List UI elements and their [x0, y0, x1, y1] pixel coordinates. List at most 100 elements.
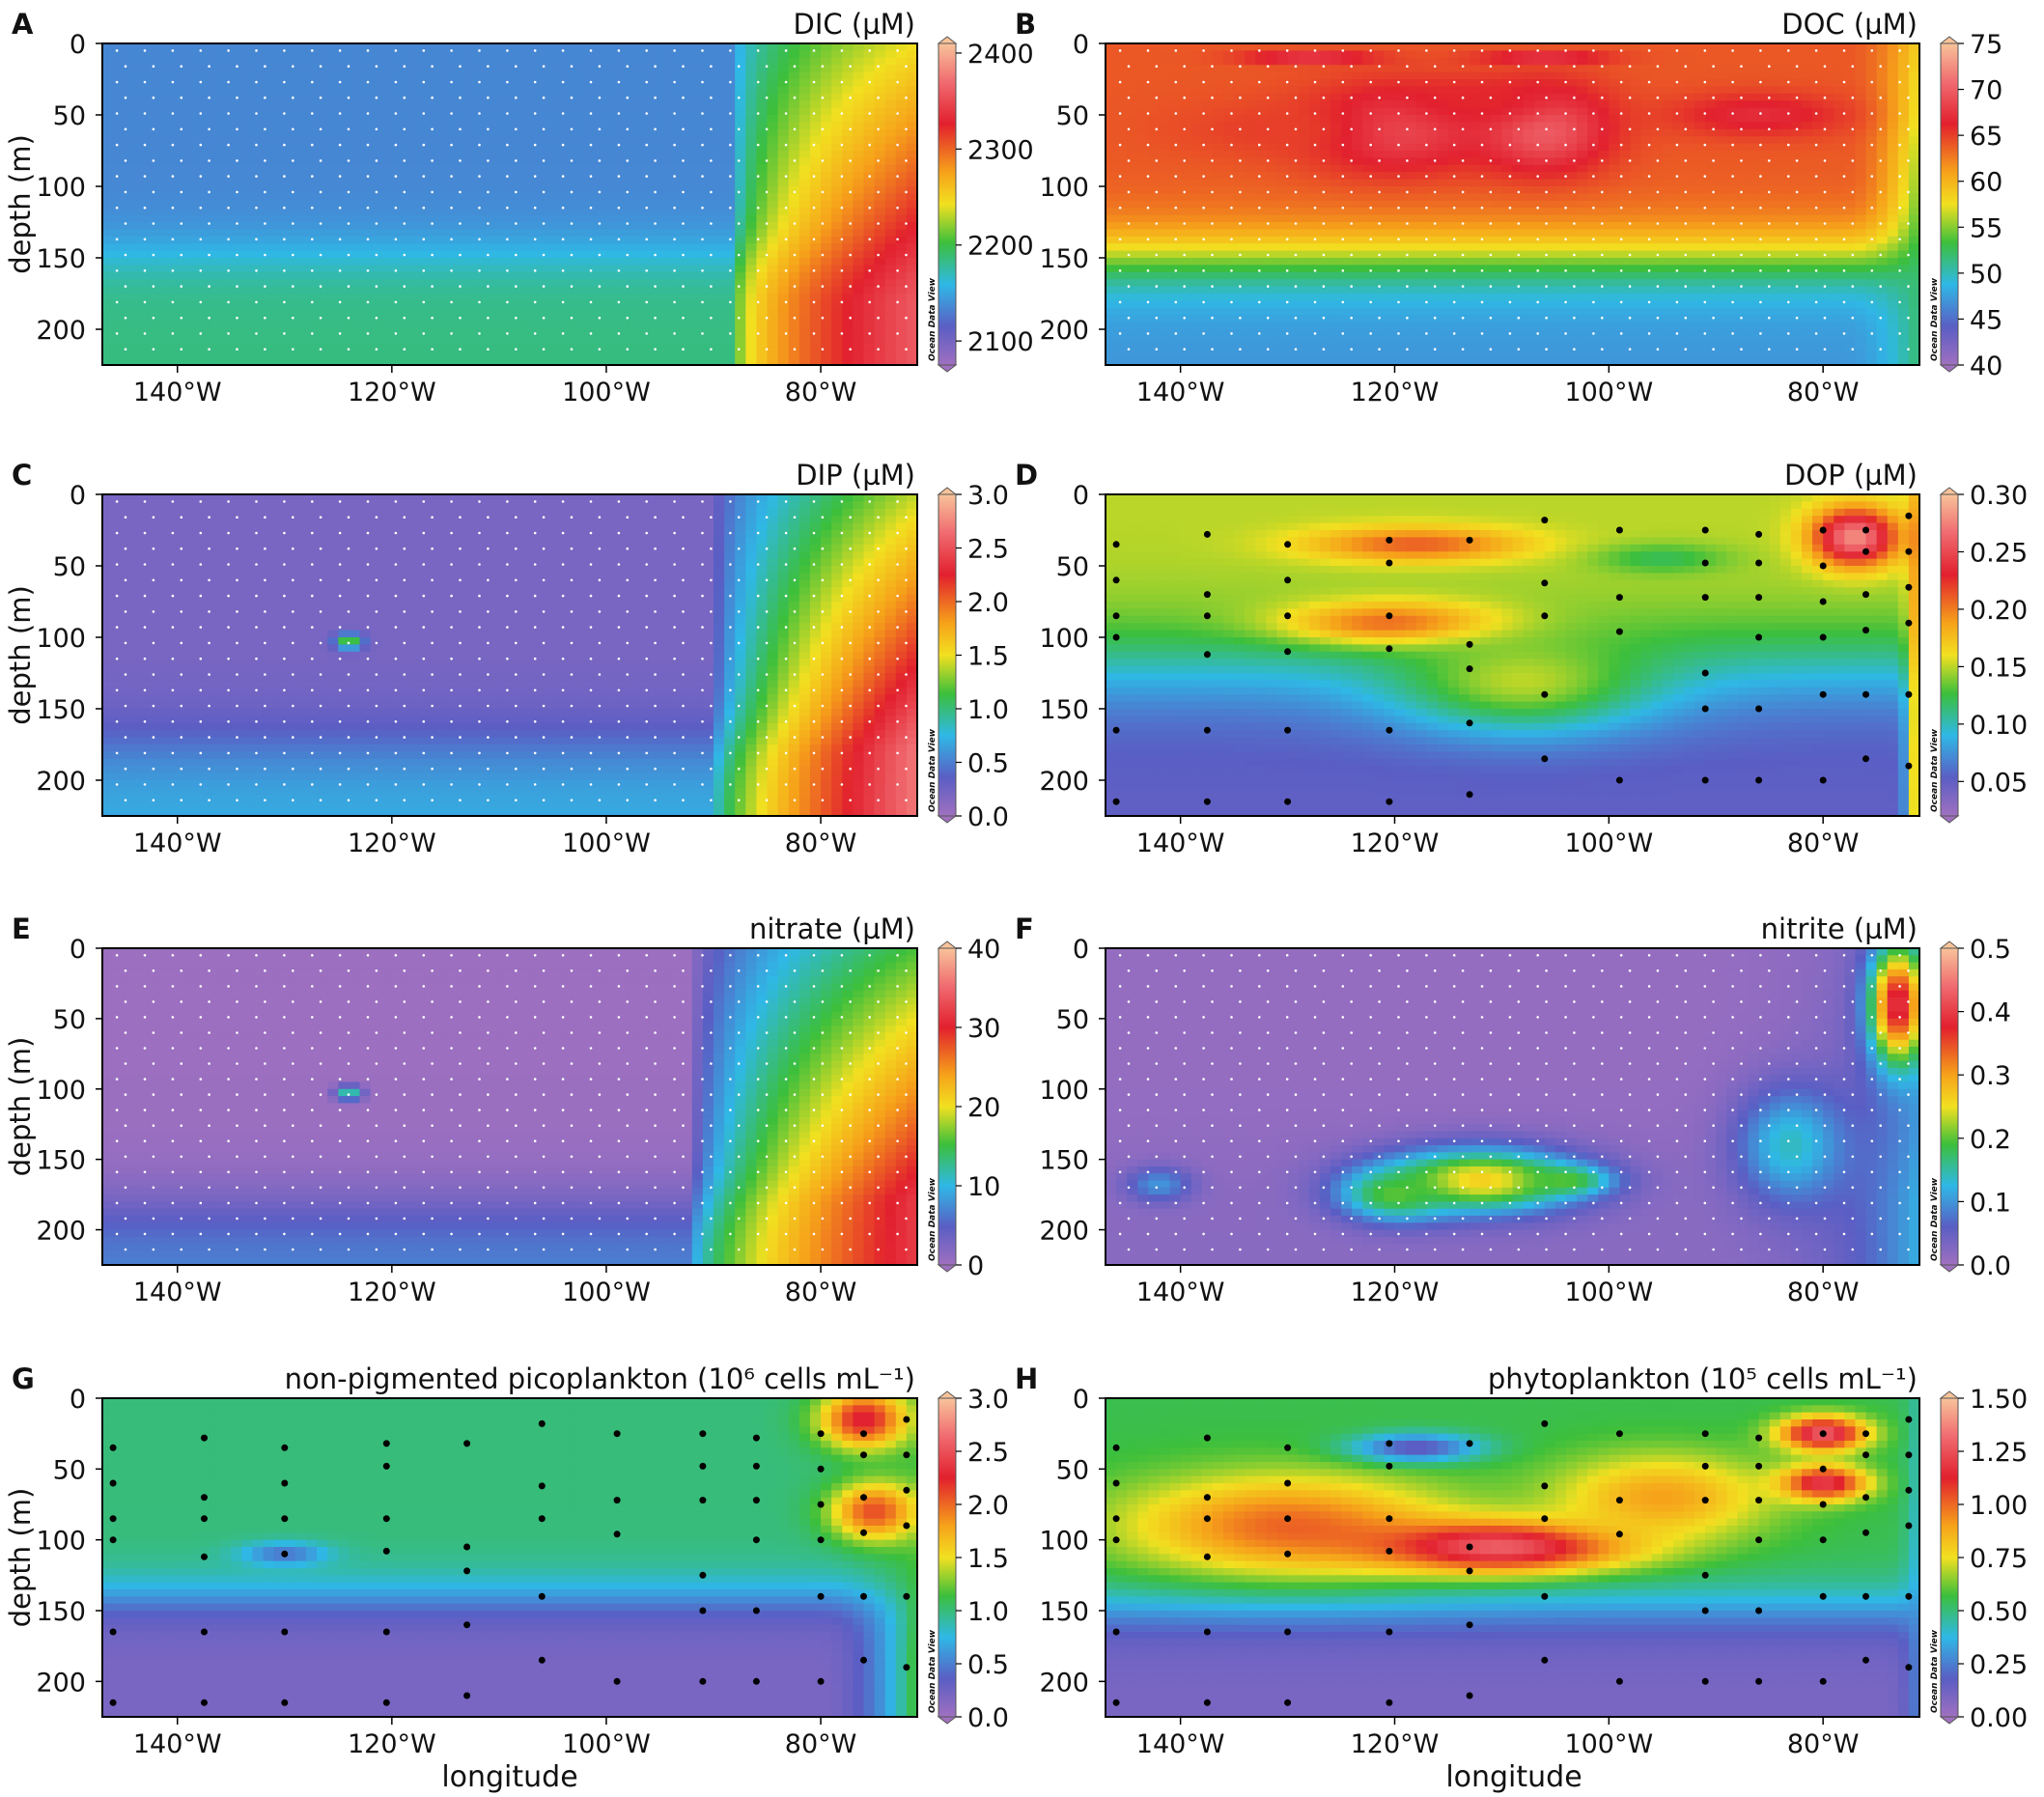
heatmap-cell	[477, 271, 490, 280]
heatmap-cell	[1276, 258, 1289, 266]
heatmap-cell	[1212, 128, 1224, 137]
heatmap-cell	[370, 265, 382, 273]
heatmap-cell	[756, 243, 769, 252]
heatmap-cell	[124, 43, 135, 51]
heatmap-cell	[391, 243, 404, 252]
heatmap-cell	[1137, 86, 1149, 95]
heatmap-cell	[124, 229, 135, 238]
heatmap-cell	[434, 151, 446, 158]
heatmap-cell	[1276, 100, 1289, 109]
heatmap-cell	[413, 93, 425, 101]
heatmap-cell	[263, 336, 275, 345]
heatmap-cell	[327, 57, 339, 66]
heatmap-cell	[1148, 128, 1161, 137]
heatmap-cell	[520, 172, 532, 181]
heatmap-cell	[220, 351, 232, 359]
heatmap-cell	[220, 222, 232, 230]
heatmap-cell	[552, 43, 565, 51]
heatmap-cell	[702, 65, 714, 73]
heatmap-cell	[821, 208, 832, 216]
heatmap-cell	[134, 86, 147, 95]
heatmap-cell	[370, 229, 382, 238]
heatmap-cell	[510, 307, 521, 316]
sample-point	[737, 316, 741, 320]
heatmap-cell	[714, 214, 725, 223]
heatmap-cell	[434, 315, 446, 323]
heatmap-cell	[863, 315, 876, 323]
sample-point	[561, 300, 565, 304]
heatmap-cell	[520, 229, 532, 238]
heatmap-cell	[809, 222, 822, 230]
heatmap-cell	[231, 243, 242, 252]
heatmap-cell	[380, 164, 393, 173]
heatmap-cell	[605, 128, 618, 137]
heatmap-cell	[1106, 229, 1117, 238]
heatmap-cell	[456, 115, 468, 123]
heatmap-cell	[884, 136, 897, 145]
heatmap-cell	[831, 343, 843, 351]
heatmap-cell	[391, 279, 404, 288]
heatmap-cell	[831, 186, 843, 194]
heatmap-cell	[659, 243, 672, 252]
heatmap-cell	[456, 214, 468, 223]
heatmap-cell	[1276, 179, 1289, 187]
heatmap-cell	[220, 336, 232, 345]
heatmap-cell	[1116, 164, 1128, 173]
sample-point	[478, 80, 481, 84]
sample-point	[199, 175, 203, 178]
heatmap-cell	[874, 307, 886, 316]
sample-point	[849, 159, 852, 162]
heatmap-cell	[220, 315, 232, 323]
heatmap-cell	[317, 271, 328, 280]
heatmap-cell	[166, 315, 179, 323]
heatmap-cell	[1266, 79, 1278, 87]
heatmap-cell	[477, 100, 490, 109]
heatmap-cell	[821, 157, 832, 166]
heatmap-cell	[370, 258, 382, 266]
heatmap-cell	[1201, 300, 1214, 309]
heatmap-cell	[691, 186, 704, 194]
heatmap-cell	[638, 172, 650, 181]
sample-point	[654, 222, 657, 225]
heatmap-cell	[124, 143, 135, 152]
heatmap-cell	[1212, 300, 1224, 309]
sample-point	[459, 285, 462, 288]
heatmap-cell	[380, 343, 393, 351]
heatmap-cell	[124, 214, 135, 223]
heatmap-cell	[842, 229, 854, 238]
heatmap-cell	[906, 50, 918, 59]
heatmap-cell	[1276, 236, 1289, 244]
sample-point	[561, 269, 565, 272]
heatmap-cell	[1245, 279, 1256, 288]
heatmap-cell	[359, 151, 372, 158]
heatmap-cell	[1148, 307, 1161, 316]
heatmap-cell	[884, 179, 897, 187]
heatmap-cell	[842, 136, 854, 145]
heatmap-cell	[874, 65, 886, 73]
heatmap-cell	[821, 357, 832, 366]
heatmap-cell	[724, 279, 736, 288]
heatmap-cell	[821, 271, 832, 280]
heatmap-cell	[338, 79, 350, 87]
heatmap-cell	[210, 151, 221, 158]
heatmap-cell	[767, 122, 779, 130]
heatmap-cell	[520, 351, 532, 359]
heatmap-cell	[134, 115, 147, 123]
heatmap-cell	[434, 307, 446, 316]
heatmap-cell	[1212, 65, 1224, 73]
sample-point	[487, 253, 490, 257]
heatmap-cell	[1127, 236, 1138, 244]
heatmap-cell	[380, 294, 393, 301]
sample-point	[394, 238, 398, 241]
heatmap-cell	[1245, 200, 1256, 209]
heatmap-cell	[498, 179, 511, 187]
heatmap-cell	[638, 279, 650, 288]
heatmap-cell	[863, 307, 876, 316]
heatmap-cell	[445, 357, 458, 366]
heatmap-cell	[380, 71, 393, 80]
sample-point	[737, 96, 741, 99]
heatmap-cell	[306, 351, 318, 359]
heatmap-cell	[488, 65, 500, 73]
heatmap-cell	[434, 65, 446, 73]
heatmap-cell	[1137, 357, 1149, 366]
